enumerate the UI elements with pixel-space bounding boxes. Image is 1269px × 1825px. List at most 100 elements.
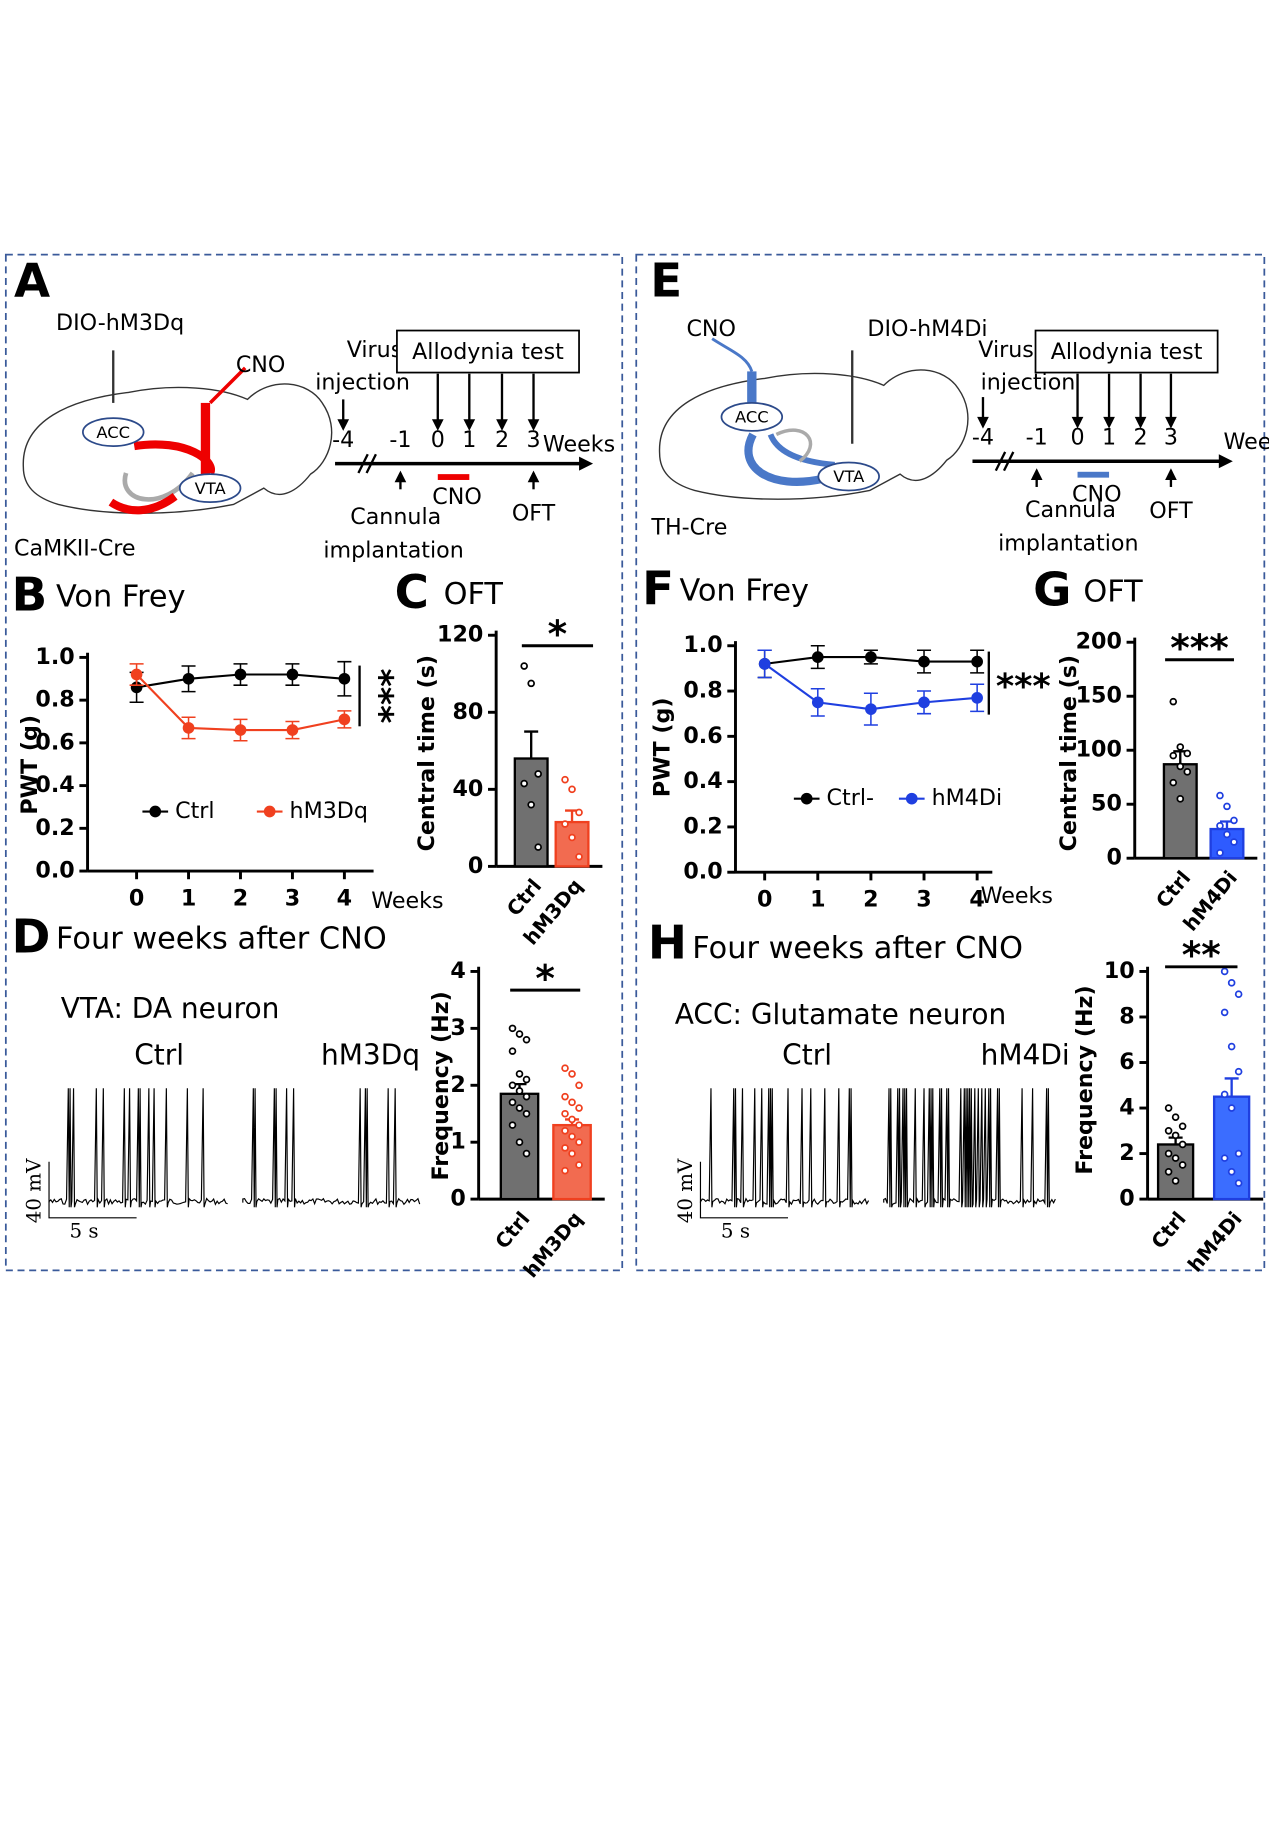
y-tick-label: 2 (1119, 1140, 1134, 1166)
dot (515, 1070, 524, 1078)
trace (699, 1088, 870, 1208)
dot (1176, 743, 1185, 751)
dot (534, 770, 542, 778)
arrowhead (431, 419, 444, 431)
arrowhead (496, 419, 508, 431)
region (720, 402, 784, 432)
test-label: Allodynia test (1051, 339, 1203, 365)
y-tick-label: 1 (450, 1129, 465, 1155)
dot (561, 1109, 569, 1118)
point (918, 655, 930, 668)
arrowhead (1030, 468, 1043, 480)
timeline-label: 2 (1134, 424, 1148, 450)
scale-label: 5 s (70, 1219, 99, 1242)
region (178, 473, 242, 504)
dot (561, 1064, 569, 1073)
dot (508, 1081, 517, 1090)
oft-label: OFT (1149, 498, 1193, 524)
dot (527, 679, 535, 688)
dot (575, 1081, 583, 1090)
panel-letter: C (395, 566, 429, 620)
scale-bar (699, 1161, 789, 1219)
x-tick-label: 0 (129, 886, 144, 912)
timeline-label: -1 (1026, 424, 1048, 450)
point (971, 655, 983, 668)
dot (1169, 751, 1178, 760)
y-tick-label: 0.4 (683, 768, 722, 794)
x-tick-label: 2 (863, 887, 878, 913)
legend-marker (800, 792, 813, 805)
dot (1220, 1090, 1229, 1099)
dot (1230, 816, 1238, 825)
neuron-label: ACC: Glutamate neuron (675, 998, 1007, 1031)
y-tick-label: 120 (437, 622, 483, 648)
dot (527, 800, 535, 809)
dot (1227, 1104, 1236, 1112)
point (918, 696, 930, 709)
cno-label: CNO (1072, 482, 1122, 508)
dot (575, 1104, 583, 1112)
y-tick-label: 1.0 (35, 644, 74, 670)
panel-letter: A (14, 254, 50, 308)
region-label: ACC (96, 423, 130, 442)
dot (515, 1104, 524, 1112)
arrowhead (1218, 454, 1233, 469)
dot (1227, 1167, 1236, 1176)
bar (1212, 1095, 1251, 1201)
significance: *** (359, 668, 400, 723)
dot (534, 843, 542, 851)
projection (767, 433, 835, 468)
condition-label: Ctrl (134, 1039, 184, 1072)
y-tick-label: 10 (1104, 958, 1135, 984)
dot (1220, 1154, 1229, 1162)
point (338, 713, 351, 726)
frame (635, 253, 1266, 1272)
injection: Virus (347, 337, 403, 363)
region-label: ACC (735, 408, 769, 427)
scale-label: 5 s (721, 1219, 750, 1242)
timeline-label: 1 (462, 427, 476, 453)
panel-letter: D (12, 910, 51, 964)
y-tick-label: 0.8 (683, 678, 722, 704)
brain-outline (658, 369, 969, 500)
injection: injection (315, 370, 410, 396)
dot (1164, 1149, 1173, 1158)
point (758, 658, 771, 670)
arrowhead (527, 470, 540, 483)
y-tick-label: 0.8 (35, 687, 74, 713)
chart-title: OFT (444, 577, 504, 612)
trace (242, 1088, 421, 1208)
timeline-label: 2 (495, 427, 509, 453)
dot (1171, 1154, 1180, 1162)
y-tick-label: 4 (1119, 1095, 1134, 1121)
cannula (200, 402, 211, 476)
point (234, 668, 247, 681)
y-tick-label: 0.6 (35, 729, 74, 755)
bar (554, 820, 590, 868)
dot (1183, 768, 1192, 776)
legend-label: hM3Dq (290, 798, 368, 824)
injection: injection (981, 370, 1076, 396)
test-box (1034, 329, 1219, 374)
dot (568, 785, 576, 794)
dot (575, 1121, 583, 1129)
drug: CNO (236, 352, 286, 378)
break (357, 453, 377, 474)
region-label: VTA (833, 467, 865, 486)
dot (1169, 697, 1178, 706)
y-tick-label: 50 (1091, 791, 1122, 817)
dot (568, 833, 576, 842)
y-tick-label: 0.0 (683, 859, 722, 885)
point (811, 696, 824, 709)
dot (561, 775, 569, 784)
y-tick-label: 4 (450, 958, 465, 984)
brain-outline (22, 383, 333, 514)
point (338, 672, 351, 685)
dot (1234, 1149, 1243, 1158)
dot (1220, 1008, 1229, 1017)
arrow (711, 337, 754, 372)
significance: ** (1182, 933, 1221, 977)
arrowhead (394, 470, 407, 483)
drug: CNO (686, 316, 736, 342)
y-tick-label: 3 (450, 1015, 465, 1041)
